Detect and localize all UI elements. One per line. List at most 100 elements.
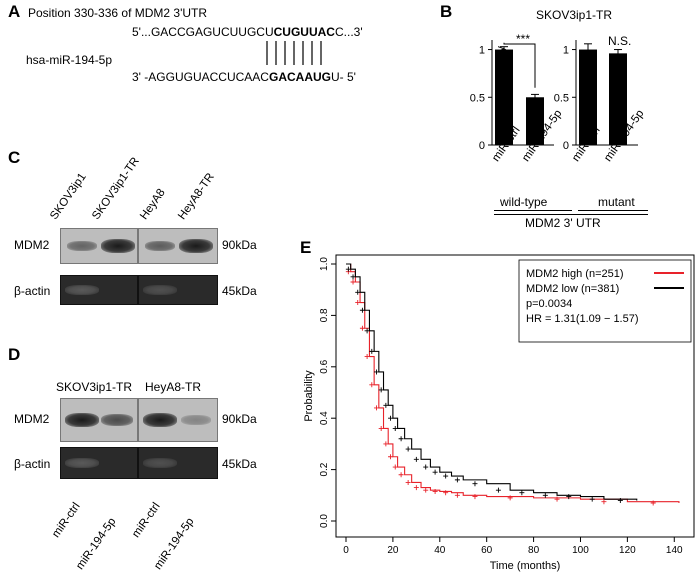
km-xtick-label-5: 100 [572,545,589,556]
km-censor-0-6 [373,405,379,411]
mirna-prefix: 3' -AGGUGUACCUCAAC [132,70,269,84]
c-size-90: 90kDa [222,238,257,252]
km-xtick-label-1: 20 [387,545,399,556]
km-censor-1-0 [345,266,351,272]
d-lane-2: miR-194-5p [74,515,119,572]
km-censor-1-11 [398,436,404,442]
d-blot-actin-left [60,447,138,479]
sig-bracket [503,42,536,88]
km-censor-0-5 [369,382,375,388]
km-ytick-label-4: 0.8 [319,308,330,322]
bar-1 [495,49,513,145]
utr-sequence: 5'...GACCGAGUCUUGCUCUGUUACC...3' [132,25,363,39]
mirna-suffix: U- 5' [330,70,356,84]
km-censor-0-12 [405,479,411,485]
km-ytick-label-0: 0.0 [319,514,330,528]
cell-line-3: HeyA8 [138,186,168,222]
km-ytick-label-3: 0.6 [319,359,330,373]
utr-seed-site: CUGUUAC [273,25,335,39]
c-band-4 [179,239,213,253]
km-xtick-label-6: 120 [619,545,636,556]
km-ytick-label-1: 0.2 [319,462,330,476]
c-row-mdm2: MDM2 [14,238,50,252]
c-band-6 [143,285,177,295]
c-blot-actin-left [60,275,138,305]
km-censor-0-14 [423,487,429,493]
d-row-mdm2: MDM2 [14,412,50,426]
km-censor-1-17 [454,477,460,483]
km-censor-0-7 [378,425,384,431]
c-band-1 [67,241,97,251]
bar-4 [609,53,627,146]
c-blot-mdm2-right [138,228,218,264]
km-censor-0-8 [383,441,389,447]
km-censor-1-20 [519,490,525,496]
luciferase-bar-chart: 0 0.5 1 0 0.5 1 [470,40,638,152]
km-ylabel: Probability [303,370,315,422]
km-censor-1-2 [355,289,361,295]
d-band-5 [65,458,99,468]
km-censor-1-23 [589,496,595,502]
km-censor-0-19 [507,495,513,501]
d-lane-4: miR-194-5p [152,515,197,572]
km-censor-1-1 [350,274,356,280]
mirna-seed: GACAAUG [268,70,331,84]
km-censor-1-22 [566,494,572,500]
d-band-3 [143,413,177,427]
km-censor-1-15 [432,469,438,475]
sig-wild: *** [516,32,531,46]
legend-pvalue: p=0.0034 [526,298,572,310]
panel-a-label: A [8,2,21,21]
km-censor-1-19 [495,487,501,493]
km-censor-1-24 [617,497,623,503]
km-xlabel: Time (months) [490,560,561,572]
c-blot-mdm2-left [60,228,138,264]
km-xtick-label-0: 0 [343,545,349,556]
c-band-5 [65,285,99,295]
bar-ytick-label-2-1: 0.5 [554,92,569,104]
km-censor-1-9 [388,415,394,421]
panel-b-ylabel-2: luciferase activity [495,46,507,130]
km-censor-0-1 [350,279,356,285]
bar-ytick-label-1-0: 0 [479,140,485,152]
panel-d-label: D [8,345,21,364]
km-censor-1-3 [359,307,365,313]
panel-b-label: B [440,2,453,21]
d-lane-1: miR-ctrl [50,500,83,540]
c-row-actin: β-actin [14,284,51,298]
km-censor-0-3 [359,325,365,331]
d-row-actin: β-actin [14,457,51,471]
km-censor-0-9 [388,454,394,460]
km-censor-0-21 [601,499,607,505]
km-censor-0-16 [443,490,449,496]
legend-hr: HR = 1.31(1.09 − 1.57) [526,313,639,325]
sig-mutant: N.S. [608,34,632,48]
km-xtick-label-7: 140 [666,545,683,556]
km-censor-1-16 [443,473,449,479]
panel-a-title: Position 330-336 of MDM2 3'UTR [28,6,208,20]
km-ytick-label-5: 1.0 [319,257,330,271]
km-censor-1-14 [423,464,429,470]
km-censor-1-5 [369,348,375,354]
legend-low-label: MDM2 low (n=381) [526,283,619,295]
km-xtick-label-4: 80 [528,545,540,556]
bar-2 [526,97,544,145]
cell-line-2: SKOV3ip1-TR [90,155,142,222]
km-censor-1-10 [392,425,398,431]
d-band-2 [101,414,133,426]
c-band-2 [101,239,135,253]
km-censor-1-18 [472,481,478,487]
construct-label: MDM2 3' UTR [525,216,601,230]
km-censor-1-7 [378,387,384,393]
km-censor-0-10 [392,464,398,470]
legend-high-label: MDM2 high (n=251) [526,268,624,280]
panel-b-title: SKOV3ip1-TR [536,8,613,22]
bar-ytick-label-2-0: 0 [563,140,569,152]
km-censor-0-4 [364,354,370,360]
panel-e-label: E [300,238,312,257]
cell-line-4: HeyA8-TR [176,171,217,222]
km-censor-1-12 [405,446,411,452]
d-band-6 [143,458,177,468]
d-blot-mdm2-right [138,398,218,442]
km-curve-low [346,263,638,501]
